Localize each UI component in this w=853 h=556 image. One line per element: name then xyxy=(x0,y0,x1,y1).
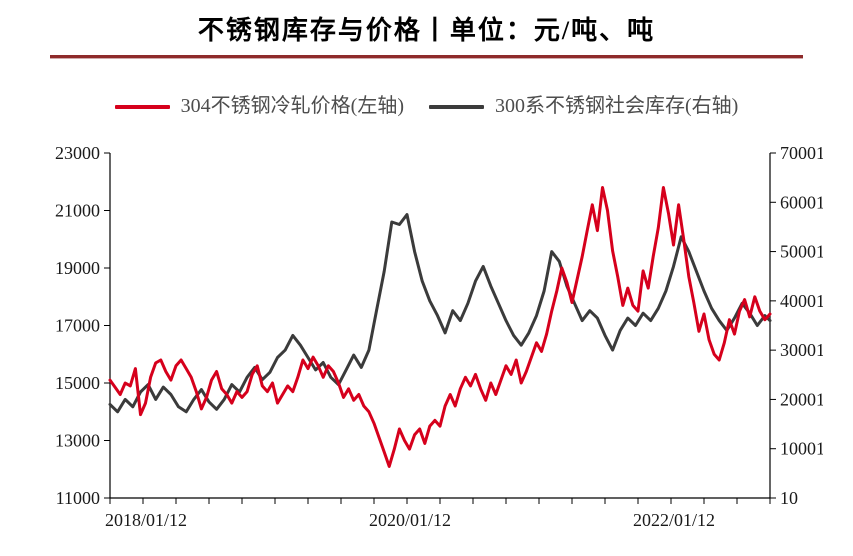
svg-text:400010: 400010 xyxy=(780,291,823,311)
legend-item-inventory: 300系不锈钢社会库存(右轴) xyxy=(429,89,738,118)
legend-swatch-2 xyxy=(429,105,484,109)
svg-text:19000: 19000 xyxy=(55,258,100,278)
svg-text:2018/01/12: 2018/01/12 xyxy=(105,510,187,530)
title-wrap: 不锈钢库存与价格丨单位：元/吨、吨 xyxy=(30,0,823,47)
chart-title: 不锈钢库存与价格丨单位：元/吨、吨 xyxy=(198,10,655,47)
svg-text:500010: 500010 xyxy=(780,242,823,262)
svg-text:21000: 21000 xyxy=(55,201,100,221)
legend-label-1: 304不锈钢冷轧价格(左轴) xyxy=(181,95,404,117)
chart-plot: 11000 13000 15000 17000 19000 21000 23000 10 100… xyxy=(30,143,823,553)
svg-text:2020/01/12: 2020/01/12 xyxy=(369,510,451,530)
legend-label-2: 300系不锈钢社会库存(右轴) xyxy=(495,95,738,117)
svg-text:2022/01/12: 2022/01/12 xyxy=(633,510,715,530)
svg-text:100010: 100010 xyxy=(780,439,823,459)
svg-text:13000: 13000 xyxy=(55,431,100,451)
chart-figure: 不锈钢库存与价格丨单位：元/吨、吨 304不锈钢冷轧价格(左轴) 300系不锈钢… xyxy=(0,0,853,556)
legend-item-price: 304不锈钢冷轧价格(左轴) xyxy=(115,89,404,118)
svg-text:15000: 15000 xyxy=(55,373,100,393)
svg-text:300010: 300010 xyxy=(780,340,823,360)
svg-text:17000: 17000 xyxy=(55,316,100,336)
title-rule xyxy=(50,55,803,59)
svg-text:23000: 23000 xyxy=(55,143,100,163)
svg-text:200010: 200010 xyxy=(780,389,823,409)
svg-text:11000: 11000 xyxy=(56,488,100,508)
svg-text:10: 10 xyxy=(780,488,798,508)
legend: 304不锈钢冷轧价格(左轴) 300系不锈钢社会库存(右轴) xyxy=(30,89,823,118)
legend-swatch-1 xyxy=(115,105,170,109)
chart-svg: 11000 13000 15000 17000 19000 21000 23000 10 100… xyxy=(30,143,823,553)
svg-text:700010: 700010 xyxy=(780,143,823,163)
svg-text:600010: 600010 xyxy=(780,192,823,212)
